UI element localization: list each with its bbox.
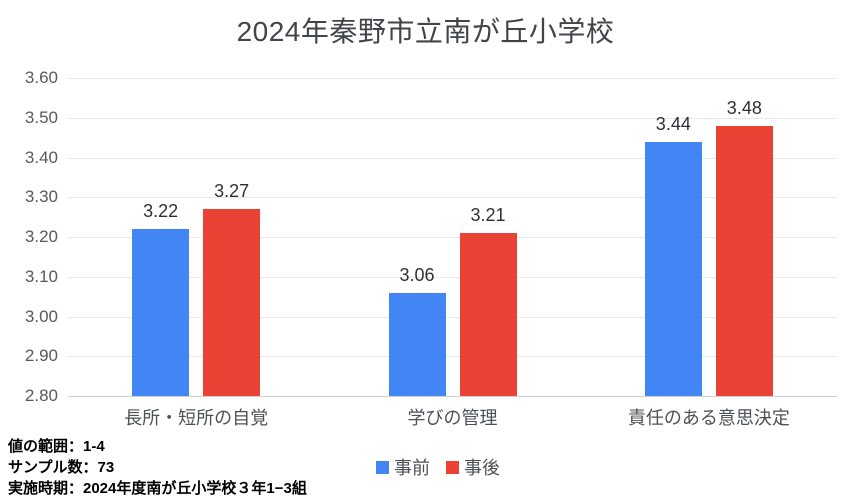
value-label: 3.22	[143, 201, 179, 222]
bar-事前-0	[132, 229, 190, 396]
y-tick-label: 3.00	[24, 306, 58, 326]
value-label: 3.21	[470, 205, 506, 226]
chart-title: 2024年秦野市立南が丘小学校	[236, 16, 615, 47]
legend-swatch-icon	[446, 460, 459, 474]
bar-事後-2	[715, 125, 773, 396]
y-tick-label: 2.90	[24, 346, 58, 366]
gridline	[68, 117, 837, 119]
footer-sample-size: サンプル数：73	[8, 459, 115, 476]
y-tick-label: 3.60	[24, 68, 58, 87]
legend-label: 事後	[464, 458, 500, 478]
value-label: 3.27	[214, 181, 250, 202]
bar-事前-1	[388, 292, 446, 396]
legend: 事前 事後	[376, 454, 500, 480]
footer-value-range: 値の範囲：1-4	[8, 438, 105, 455]
bar-事後-0	[203, 209, 261, 396]
legend-item-事後: 事後	[446, 454, 500, 480]
category-label: 学びの管理	[407, 408, 498, 428]
gridline	[68, 237, 837, 238]
gridline	[68, 157, 837, 159]
category-label: 責任のある意思決定	[627, 408, 790, 428]
legend-label: 事前	[394, 458, 430, 478]
plot-area: 3.22 3.27 3.06 3.21 3.44 3.48	[68, 78, 837, 397]
gridline	[68, 316, 837, 318]
gridline	[68, 197, 837, 199]
value-label: 3.44	[655, 113, 691, 134]
y-tick-label: 3.30	[24, 187, 58, 207]
footer-notes: 値の範囲：1-4 サンプル数：73 実施時期：2024年度南が丘小学校３年1−3…	[8, 436, 307, 499]
gridline	[68, 78, 837, 79]
footer-survey-period: 実施時期：2024年度南が丘小学校３年1−3組	[8, 480, 307, 497]
gridline	[68, 356, 837, 358]
gridline	[68, 276, 837, 278]
y-tick-label: 3.10	[24, 266, 58, 286]
y-tick-label: 3.50	[24, 107, 58, 127]
category-label: 長所・短所の自覚	[124, 408, 269, 428]
y-tick-label: 3.40	[24, 147, 58, 167]
bar-事前-2	[644, 141, 702, 396]
value-label: 3.06	[399, 264, 435, 285]
y-tick-label: 3.20	[24, 227, 58, 246]
value-label: 3.48	[726, 97, 762, 118]
bar-事後-1	[459, 233, 517, 396]
y-tick-label: 2.80	[24, 386, 58, 405]
legend-item-事前: 事前	[376, 454, 430, 480]
legend-swatch-icon	[376, 460, 389, 474]
